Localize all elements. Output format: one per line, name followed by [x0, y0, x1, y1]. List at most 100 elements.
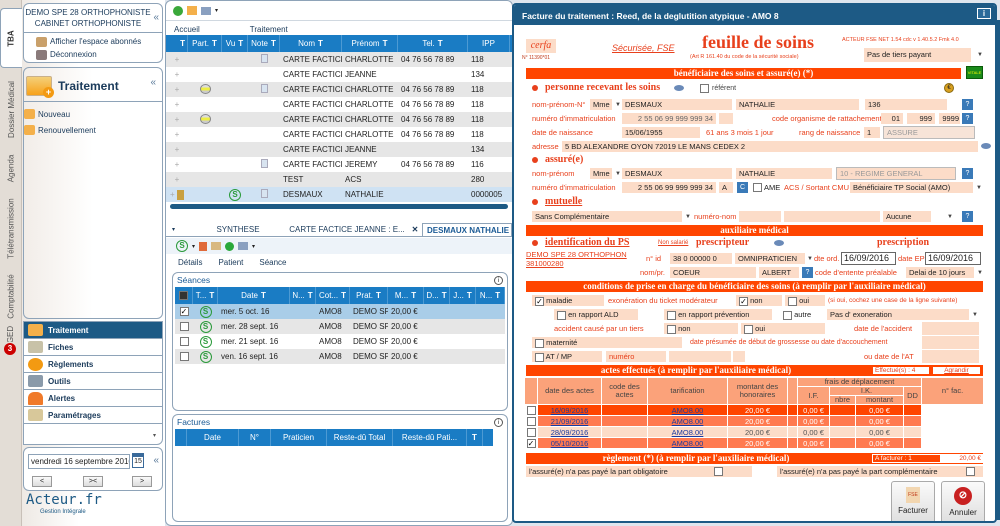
- accident-date-field[interactable]: [922, 322, 979, 335]
- ribbon-tab-accueil[interactable]: Accueil: [174, 25, 200, 34]
- col-header[interactable]: Date T: [218, 287, 290, 304]
- note-icon[interactable]: [260, 189, 268, 198]
- vtab-dossier-medical[interactable]: Dossier Médical: [0, 70, 22, 148]
- patient-row[interactable]: + CARTE FACTICE JEANNE 134: [166, 67, 512, 82]
- exoneration-select[interactable]: Pas d' exoneration: [827, 309, 969, 320]
- seance-checkbox[interactable]: [179, 352, 189, 362]
- nav-alertes[interactable]: Alertes: [24, 390, 162, 407]
- patient-immatriculation[interactable]: 2 55 06 99 999 999 34: [622, 113, 716, 124]
- col-header[interactable]: Prénom T: [342, 35, 398, 52]
- tabs-menu-icon[interactable]: ▾: [172, 227, 176, 233]
- filter-icon[interactable]: T: [271, 39, 276, 48]
- traitement-icon[interactable]: [187, 6, 197, 15]
- expand-icon[interactable]: +: [174, 160, 180, 169]
- expand-icon[interactable]: +: [174, 70, 180, 79]
- col-header[interactable]: T... T: [193, 287, 218, 304]
- mutuelle-name[interactable]: [784, 211, 880, 222]
- note-icon[interactable]: [260, 84, 268, 93]
- filter-icon[interactable]: T: [382, 39, 388, 48]
- right-edge-scrollbar[interactable]: [995, 20, 1000, 520]
- eye-icon[interactable]: [674, 85, 684, 91]
- chevron-down-icon[interactable]: ▼: [615, 171, 621, 177]
- print-icon[interactable]: [201, 6, 211, 15]
- vtab-teletransmission[interactable]: Télétransmission: [0, 190, 22, 266]
- col-header[interactable]: N... T: [476, 287, 505, 304]
- patient-row[interactable]: + CARTE FACTICE JEREMY 04 76 56 78 89 116: [166, 157, 512, 172]
- patient-number[interactable]: 136: [865, 99, 947, 110]
- mutuelle-option-select[interactable]: Aucune: [883, 211, 931, 222]
- seance-checkbox[interactable]: [179, 337, 189, 347]
- pdf-icon[interactable]: [199, 241, 208, 251]
- acte-tarif-link[interactable]: AMO8.00: [671, 416, 704, 426]
- doc-tab-synthese[interactable]: SYNTHESE: [216, 225, 260, 234]
- chevron-down-icon[interactable]: ▼: [972, 312, 978, 318]
- vtab-ged[interactable]: GED: [0, 326, 22, 342]
- acte-row[interactable]: 16/09/2016 AMO8.00 20,00 € 0,00 € 0,00 €: [524, 404, 984, 416]
- filter-icon[interactable]: T: [318, 39, 323, 48]
- chevron-down-icon[interactable]: ▼: [977, 270, 983, 276]
- expand-icon[interactable]: +: [174, 175, 180, 184]
- patient-immat-key[interactable]: [719, 113, 733, 124]
- chevron-down-icon[interactable]: ▼: [807, 256, 813, 262]
- help-button[interactable]: ?: [962, 113, 973, 124]
- col-header[interactable]: Prat. T: [350, 287, 388, 304]
- card-reader-button[interactable]: C: [737, 182, 748, 193]
- nav-traitement[interactable]: Traitement: [24, 322, 162, 339]
- col-header[interactable]: D... T: [424, 287, 450, 304]
- prescripteur-firstname[interactable]: ALBERT: [759, 267, 799, 278]
- prevention-checkbox[interactable]: [667, 310, 676, 320]
- patient-row[interactable]: + CARTE FACTICE CHARLOTTE 04 76 56 78 89 118: [166, 97, 512, 112]
- filter-icon[interactable]: T: [341, 291, 346, 300]
- col-header[interactable]: T: [166, 35, 188, 52]
- chevron-down-icon[interactable]: ▼: [685, 214, 691, 220]
- birth-date-field[interactable]: 15/06/1955: [622, 127, 700, 138]
- mutuelle-select[interactable]: Sans Complémentaire: [532, 211, 682, 222]
- ribbon-tab-traitement[interactable]: Traitement: [249, 25, 288, 34]
- civility-select[interactable]: Mme: [590, 99, 612, 110]
- collapse-icon[interactable]: «: [153, 12, 159, 23]
- sub-tab-seance[interactable]: Séance: [259, 258, 287, 267]
- col-header[interactable]: M... T: [388, 287, 424, 304]
- organisme-code-1[interactable]: 01: [881, 113, 903, 124]
- patient-firstname[interactable]: NATHALIE: [736, 99, 859, 110]
- back-icon[interactable]: [225, 241, 235, 251]
- nav-outils[interactable]: Outils: [24, 373, 162, 390]
- print-icon[interactable]: [238, 242, 249, 250]
- acte-date-link[interactable]: 16/09/2016: [550, 405, 589, 415]
- filter-icon[interactable]: T: [261, 291, 266, 300]
- filter-icon[interactable]: T: [495, 291, 501, 300]
- chevron-down-icon[interactable]: ▼: [947, 214, 953, 220]
- vitale-card-icon[interactable]: VITALE: [966, 66, 983, 79]
- accident-oui-checkbox[interactable]: [744, 324, 753, 334]
- filter-icon[interactable]: T: [376, 291, 381, 300]
- annuler-button[interactable]: ⊘ Annuler: [941, 481, 985, 521]
- calendar-icon[interactable]: 15: [132, 453, 144, 468]
- sub-tab-patient[interactable]: Patient: [218, 258, 244, 267]
- acte-date-link[interactable]: 05/10/2016: [550, 438, 589, 448]
- ald-checkbox[interactable]: [557, 310, 566, 320]
- eye-icon[interactable]: [981, 143, 991, 149]
- seance-icon[interactable]: S: [176, 240, 188, 252]
- col-header[interactable]: [175, 429, 187, 446]
- seance-checkbox[interactable]: [179, 322, 189, 332]
- ordonnance-date-picker[interactable]: 16/09/2016: [841, 252, 896, 265]
- atmp-key-field[interactable]: [733, 351, 745, 362]
- filter-icon[interactable]: T: [212, 39, 217, 48]
- col-header[interactable]: Vu T: [222, 35, 248, 52]
- patient-row[interactable]: + CARTE FACTICE CHARLOTTE 04 76 56 78 89 118: [166, 127, 512, 142]
- subscriber-space-link[interactable]: Afficher l'espace abonnés: [36, 35, 162, 48]
- patient-lastname[interactable]: DESMAUX: [622, 99, 732, 110]
- dropdown-icon[interactable]: ▾: [192, 243, 196, 250]
- qualite-select[interactable]: ASSURE: [883, 126, 975, 139]
- chevron-down-icon[interactable]: ▼: [615, 102, 621, 108]
- filter-icon[interactable]: T: [411, 291, 417, 300]
- acte-checkbox[interactable]: [526, 405, 536, 415]
- assure-civility-select[interactable]: Mme: [590, 168, 612, 179]
- expand-icon[interactable]: +: [174, 85, 180, 94]
- acte-checkbox[interactable]: [526, 416, 536, 426]
- col-header[interactable]: N... T: [290, 287, 316, 304]
- filter-icon[interactable]: T: [466, 291, 472, 300]
- prescripteur-lastname[interactable]: COEUR: [670, 267, 756, 278]
- chevron-down-icon[interactable]: ▼: [977, 52, 983, 58]
